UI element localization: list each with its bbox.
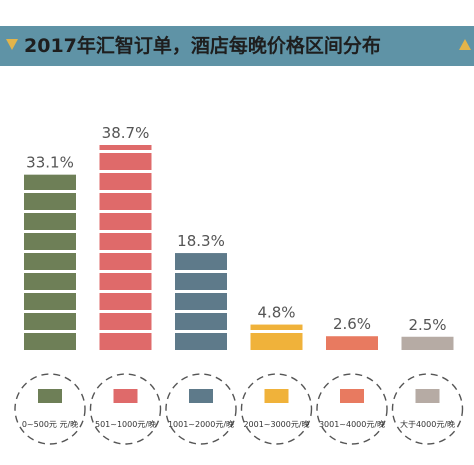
legend-swatch	[415, 389, 440, 403]
bar-segment-gap	[24, 290, 76, 293]
bar-segment-gap	[250, 330, 303, 333]
bar-segment-gap	[99, 250, 152, 253]
bar	[250, 324, 303, 350]
triangle-down-icon	[6, 39, 18, 50]
bar-fill	[99, 145, 152, 350]
bar	[326, 336, 378, 350]
bar-segment-gap	[24, 230, 76, 233]
legend-label: 501~1000元/晚	[95, 419, 156, 429]
chart-title: 2017年汇智订单，酒店每晚价格区间分布	[24, 35, 381, 57]
legend-dashed-circle	[391, 373, 464, 445]
legend-item: 1001~2000元/晚	[165, 373, 237, 445]
legend-dashed-circle	[89, 373, 162, 445]
legend-item: 大于4000元/晚	[391, 373, 464, 445]
bar-segment-gap	[24, 270, 76, 273]
legend-swatch	[340, 389, 364, 403]
title-banner: 2017年汇智订单，酒店每晚价格区间分布	[0, 26, 474, 66]
bar-segment-gap	[99, 230, 152, 233]
bar-fill	[175, 253, 227, 350]
bar-segment-gap	[175, 330, 227, 333]
bar-segment-gap	[24, 330, 76, 333]
bar-segment-gap	[175, 310, 227, 313]
bar-fill	[24, 174, 76, 350]
legend-label: 0~500元 元/晚	[22, 419, 78, 429]
bar	[24, 174, 76, 350]
legend-label: 大于4000元/晚	[400, 419, 455, 429]
data-label: 33.1%	[26, 154, 74, 172]
legend-item: 3001~4000元/晚	[316, 373, 388, 445]
data-label: 38.7%	[102, 124, 150, 142]
bar-segment-gap	[99, 170, 152, 173]
bar-fill	[401, 336, 454, 350]
bar-segment-gap	[99, 150, 152, 153]
bar-fill	[250, 324, 303, 350]
bar	[175, 253, 227, 350]
legend-item: 501~1000元/晚	[89, 373, 162, 445]
bar-segment-gap	[175, 290, 227, 293]
legend-label: 1001~2000元/晚	[168, 419, 234, 429]
data-label: 18.3%	[177, 232, 225, 250]
bar-segment-gap	[24, 310, 76, 313]
bar-segment-gap	[175, 270, 227, 273]
legend-swatch	[113, 389, 138, 403]
data-label: 2.6%	[333, 315, 371, 333]
data-label: 2.5%	[408, 316, 446, 334]
legend-item: 0~500元 元/晚	[14, 373, 86, 445]
bar-segment-gap	[24, 250, 76, 253]
triangle-up-icon	[459, 39, 471, 50]
legend-swatch	[189, 389, 213, 403]
bar-segment-gap	[99, 330, 152, 333]
bar-segment-gap	[99, 310, 152, 313]
bar-segment-gap	[99, 270, 152, 273]
legend-dashed-circle	[240, 373, 313, 445]
bar-segment-gap	[99, 210, 152, 213]
bar-fill	[326, 336, 378, 350]
bar	[401, 336, 454, 350]
legend-label: 2001~3000元/晚	[243, 419, 309, 429]
legend-item: 2001~3000元/晚	[240, 373, 313, 445]
legend-swatch	[38, 389, 62, 403]
bar-segment-gap	[24, 190, 76, 193]
legend-dashed-circle	[14, 373, 86, 445]
data-label: 4.8%	[257, 304, 295, 322]
bar-segment-gap	[99, 290, 152, 293]
legend-swatch	[264, 389, 289, 403]
bar	[99, 145, 152, 350]
bar-segment-gap	[99, 190, 152, 193]
legend-dashed-circle	[316, 373, 388, 445]
legend-dashed-circle	[165, 373, 237, 445]
bar-segment-gap	[24, 210, 76, 213]
legend-label: 3001~4000元/晚	[319, 419, 385, 429]
